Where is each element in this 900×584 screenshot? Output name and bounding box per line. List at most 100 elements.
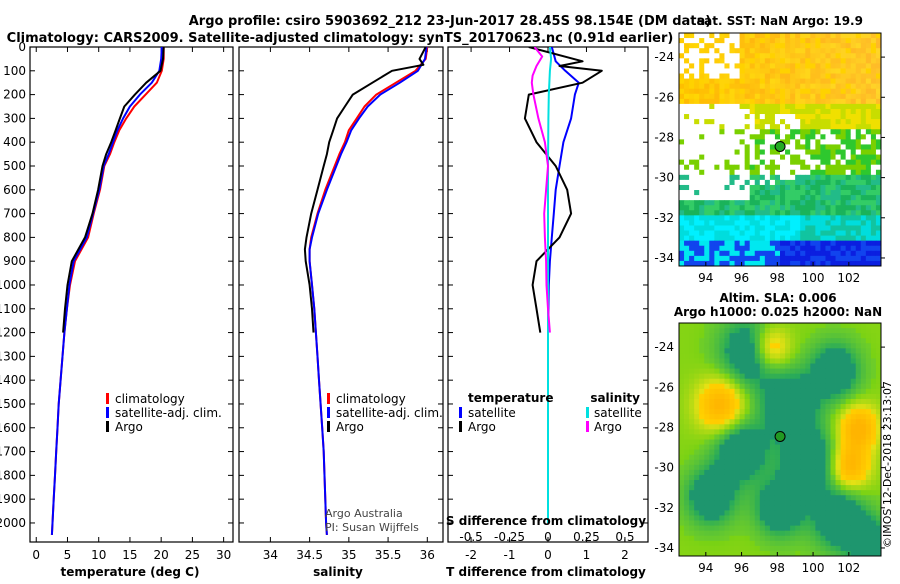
map-cell: [724, 103, 730, 110]
map-cell: [684, 119, 690, 125]
map-cell: [780, 333, 786, 339]
map-cell: [855, 164, 862, 171]
map-cell: [810, 409, 816, 415]
map-cell: [830, 220, 836, 226]
map-cell: [684, 343, 690, 349]
map-cell: [699, 260, 705, 267]
map-cell: [800, 215, 806, 221]
map-cell: [764, 119, 771, 125]
map-cell: [790, 500, 796, 506]
map-cell: [749, 205, 756, 211]
map-cell: [749, 490, 756, 496]
map-cell: [724, 409, 730, 415]
map-cell: [860, 530, 867, 537]
map-cell: [830, 550, 836, 557]
map-cell: [689, 190, 695, 196]
map-cell: [865, 398, 872, 405]
map-cell: [840, 240, 847, 247]
salinity-lines: [303, 47, 429, 535]
map-cell: [734, 480, 740, 486]
map-cell: [805, 459, 811, 466]
map-cell: [694, 404, 700, 410]
map-cell: [709, 43, 715, 49]
map-cell: [875, 490, 882, 496]
map-cell: [800, 545, 806, 552]
map-cell: [734, 368, 740, 375]
map-cell: [790, 383, 796, 390]
map-cell: [800, 510, 806, 516]
map-cell: [840, 174, 847, 181]
map-cell: [860, 388, 867, 395]
map-cell: [875, 510, 882, 516]
map-cell: [769, 459, 776, 466]
map-cell: [780, 383, 786, 390]
map-cell: [870, 409, 877, 415]
map-cell: [744, 525, 751, 532]
map-cell: [729, 129, 735, 135]
map-cell: [810, 535, 816, 542]
map-cell: [754, 363, 761, 369]
map-cell: [684, 515, 690, 521]
map-cell: [769, 409, 776, 415]
map-cell: [865, 419, 872, 425]
map-cell: [769, 353, 776, 359]
map-cell: [749, 333, 756, 339]
map-cell: [729, 429, 735, 435]
map-cell: [719, 78, 725, 85]
map-cell: [699, 93, 705, 100]
map-cell: [709, 510, 715, 516]
map-cell: [754, 474, 761, 481]
map-cell: [860, 353, 867, 359]
map-cell: [749, 139, 756, 145]
map-cell: [825, 515, 831, 521]
map-cell: [830, 540, 836, 547]
map-cell: [729, 88, 735, 95]
map-cell: [734, 154, 740, 161]
map-cell: [820, 378, 826, 385]
map-cell: [774, 68, 781, 74]
map-cell: [825, 439, 831, 445]
map-cell: [805, 398, 811, 405]
map-cell: [734, 540, 740, 547]
map-cell: [840, 93, 847, 100]
map-cell: [749, 53, 756, 59]
map-cell: [835, 444, 841, 451]
map-cell: [754, 98, 761, 105]
map-cell: [744, 63, 751, 69]
map-cell: [810, 179, 816, 186]
map-cell: [850, 348, 857, 354]
map-cell: [820, 510, 826, 516]
map-cell: [875, 184, 882, 191]
map-cell: [865, 205, 872, 211]
map-cell: [764, 363, 771, 369]
map-cell: [825, 449, 831, 456]
map-cell: [694, 388, 700, 395]
map-cell: [699, 114, 705, 120]
watermark: ©IMOS 12-Dec-2018 23:13:07: [881, 381, 894, 548]
map-cell: [855, 368, 862, 375]
map-cell: [800, 205, 806, 211]
map-cell: [729, 449, 735, 456]
map-cell: [749, 240, 756, 247]
map-cell: [739, 393, 746, 400]
map-cell: [764, 230, 771, 237]
map-cell: [810, 144, 816, 150]
map-cell: [840, 323, 847, 329]
map-cell: [825, 338, 831, 344]
map-cell: [830, 434, 836, 440]
map-cell: [800, 550, 806, 557]
map-cell: [830, 363, 836, 369]
map-cell: [739, 159, 746, 166]
map-cell: [684, 459, 690, 466]
map-cell: [845, 230, 852, 237]
map-cell: [835, 149, 841, 155]
map-y-tick-label: -26: [654, 90, 674, 104]
map-cell: [679, 78, 685, 85]
map-cell: [865, 469, 872, 476]
map-cell: [840, 328, 847, 334]
map-cell: [689, 378, 695, 385]
map-cell: [800, 179, 806, 186]
map-cell: [835, 419, 841, 425]
map-cell: [870, 114, 877, 120]
map-cell: [724, 510, 730, 516]
